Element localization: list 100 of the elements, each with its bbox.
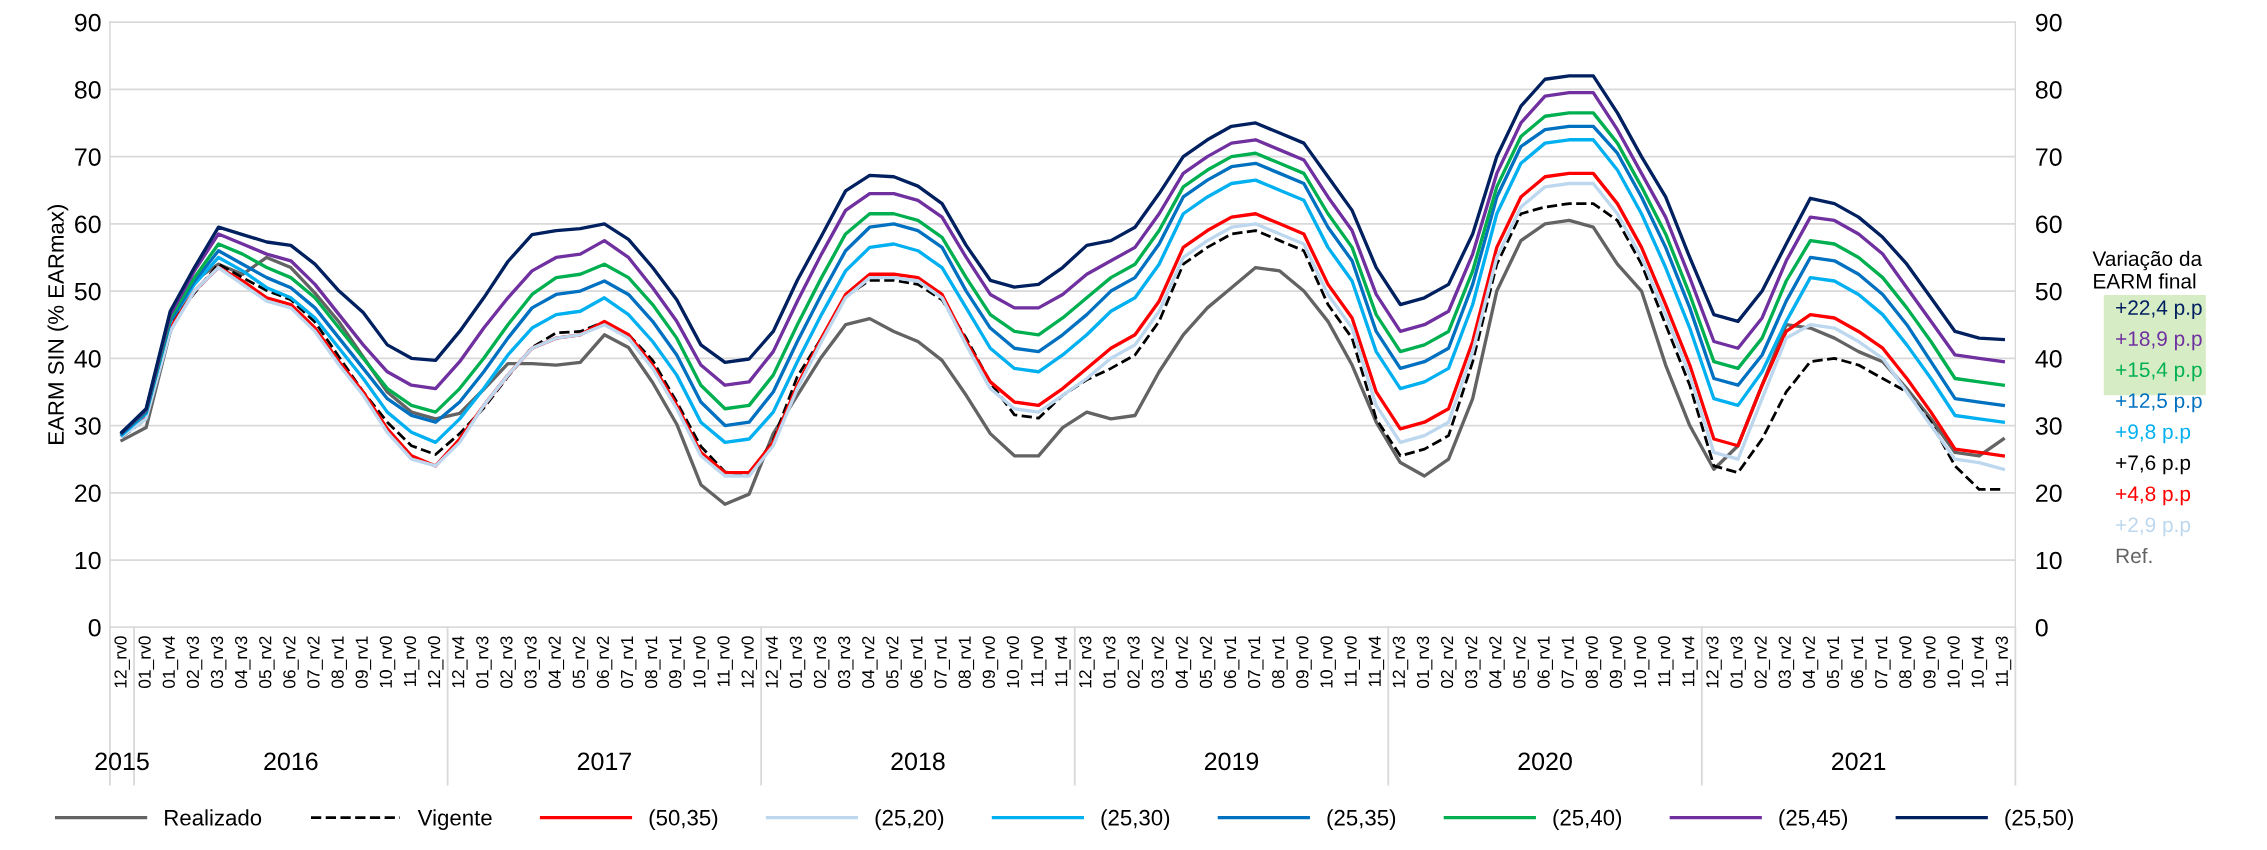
x-tick-label: 12_rv4	[765, 636, 782, 688]
text: +22,4 p.p	[2116, 300, 2202, 320]
x-tick-label: 05_rv2	[1199, 636, 1216, 689]
x-tick-label: 01_rv4	[162, 636, 179, 689]
x-tick-label: 07_rv1	[934, 636, 950, 689]
x-tick-label: 06_rv1	[1537, 636, 1553, 689]
x-tick-label: 09_rv0	[1296, 636, 1312, 689]
x-tick-label: 12_rv3	[1706, 636, 1722, 688]
x-tick-label: 05_rv2	[572, 636, 589, 689]
x-tick-label: 11_rv4	[1368, 636, 1385, 687]
y-tick-label: 30	[74, 417, 101, 435]
x-tick-label: 07_rv1	[1247, 636, 1264, 689]
x-tick-label: 06_rv2	[283, 636, 299, 689]
x-tick-label: 09_rv0	[1923, 636, 1939, 689]
legend-label: Realizado	[165, 809, 262, 826]
x-tick-label: 06_rv1	[910, 636, 926, 689]
x-tick-label: 09_rv0	[1609, 636, 1626, 689]
x-tick-label: 04_rv2	[1175, 636, 1192, 689]
text: Variação da EARM final	[2092, 250, 2203, 289]
x-tick-label: 10_rv0	[1633, 636, 1650, 688]
text: 2021	[1832, 752, 1886, 771]
x-tick-label: 04_rv2	[862, 636, 878, 689]
y-axis-title: EARM SIN (% EARmax)	[47, 205, 69, 444]
x-tick-label: 05_rv2	[259, 636, 275, 689]
x-tick-label: 01_rv3	[476, 636, 492, 689]
y2-tick-label: 60	[2036, 215, 2062, 234]
legend-label: (25,30)	[1101, 809, 1170, 830]
x-tick-label: 07_rv1	[1875, 636, 1891, 689]
y2-tick-label: 20	[2036, 484, 2062, 503]
y-tick-label: 0	[88, 618, 101, 637]
x-tick-label: 12_rv4	[452, 636, 468, 688]
x-tick-label: 02_rv2	[1440, 636, 1457, 689]
x-tick-label: 11_rv0	[403, 636, 420, 687]
legend-label: (50,35)	[649, 809, 718, 830]
x-tick-label: 12_rv0	[741, 636, 758, 688]
text: 2018	[891, 752, 945, 771]
x-tick-label: 02_rv3	[1127, 636, 1143, 689]
x-tick-label: 08_rv1	[331, 636, 348, 689]
x-tick-label: 02_rv2	[1754, 636, 1771, 689]
x-tick-label: 11_rv0	[1030, 636, 1047, 687]
x-tick-label: 11_rv0	[717, 636, 733, 687]
x-tick-label: 08_rv0	[1899, 636, 1915, 689]
x-tick-label: 12_rv3	[1079, 636, 1095, 688]
x-tick-label: 12_rv0	[114, 636, 130, 688]
y-tick-label: 70	[75, 148, 101, 166]
legend-label: (25,45)	[1779, 809, 1848, 830]
y2-tick-label: 80	[2035, 80, 2062, 99]
legend-label: (25,35)	[1327, 809, 1396, 830]
x-tick-label: 11_rv4	[1055, 636, 1071, 687]
text: +12,5 p.p	[2116, 393, 2202, 413]
x-tick-label: 11_rv0	[1344, 636, 1361, 687]
x-tick-label: 03_rv3	[210, 636, 227, 689]
x-tick-label: 12_rv0	[427, 636, 444, 688]
x-tick-label: 04_rv2	[1802, 636, 1819, 689]
text: +2,9 p.p	[2116, 517, 2191, 537]
text: +18,9 p.p	[2116, 331, 2202, 351]
x-tick-label: 05_rv2	[886, 636, 902, 689]
x-tick-label: 07_rv1	[1561, 636, 1578, 689]
x-tick-label: 02_rv3	[500, 636, 516, 689]
x-tick-label: 08_rv0	[1585, 636, 1602, 689]
text: +4,8 p.p	[2116, 486, 2191, 506]
x-tick-label: 10_rv0	[1320, 636, 1336, 688]
y2-tick-label: 0	[2035, 618, 2048, 637]
x-tick-label: 01_rv3	[1103, 636, 1119, 689]
text: 2016	[264, 752, 318, 771]
x-tick-label: 09_rv1	[669, 636, 685, 689]
y-tick-label: 60	[75, 215, 101, 234]
y-tick-label: 20	[75, 484, 101, 503]
x-tick-label: 09_rv1	[355, 636, 372, 689]
x-tick-label: 03_rv2	[1778, 636, 1795, 689]
x-tick-label: 07_rv1	[620, 636, 637, 689]
y2-tick-label: 30	[2035, 417, 2062, 435]
x-tick-label: 01_rv3	[1730, 636, 1746, 689]
y-tick-label: 40	[74, 349, 101, 368]
x-tick-label: 03_rv2	[1151, 636, 1168, 689]
x-tick-label: 06_rv2	[596, 636, 613, 689]
y2-tick-label: 50	[2035, 282, 2062, 301]
x-tick-label: 04_rv2	[1489, 636, 1505, 689]
x-tick-label: 04_rv3	[234, 636, 251, 689]
x-tick-label: 11_rv0	[1658, 636, 1674, 687]
text: Ref.	[2116, 547, 2152, 564]
x-tick-label: 12_rv3	[1392, 636, 1409, 688]
x-tick-label: 10_rv0	[1947, 636, 1964, 688]
x-tick-label: 02_rv3	[813, 636, 830, 689]
x-tick-label: 08_rv1	[1272, 636, 1288, 689]
legend-label: (25,20)	[875, 809, 944, 830]
x-tick-label: 10_rv0	[379, 636, 396, 688]
y2-tick-label: 10	[2036, 551, 2062, 570]
x-tick-label: 07_rv2	[307, 636, 323, 689]
text: 2020	[1518, 752, 1572, 771]
y2-tick-label: 40	[2035, 349, 2062, 368]
x-tick-label: 05_rv2	[1513, 636, 1529, 689]
x-tick-label: 04_rv2	[548, 636, 565, 689]
x-tick-label: 10_rv0	[693, 636, 709, 688]
x-tick-label: 11_rv3	[1995, 636, 2012, 687]
x-tick-label: 03_rv3	[524, 636, 540, 689]
x-tick-label: 08_rv1	[958, 636, 975, 689]
x-tick-label: 01_rv3	[1416, 636, 1433, 689]
legend-label: (25,50)	[2005, 809, 2073, 830]
x-tick-label: 06_rv1	[1850, 636, 1867, 689]
